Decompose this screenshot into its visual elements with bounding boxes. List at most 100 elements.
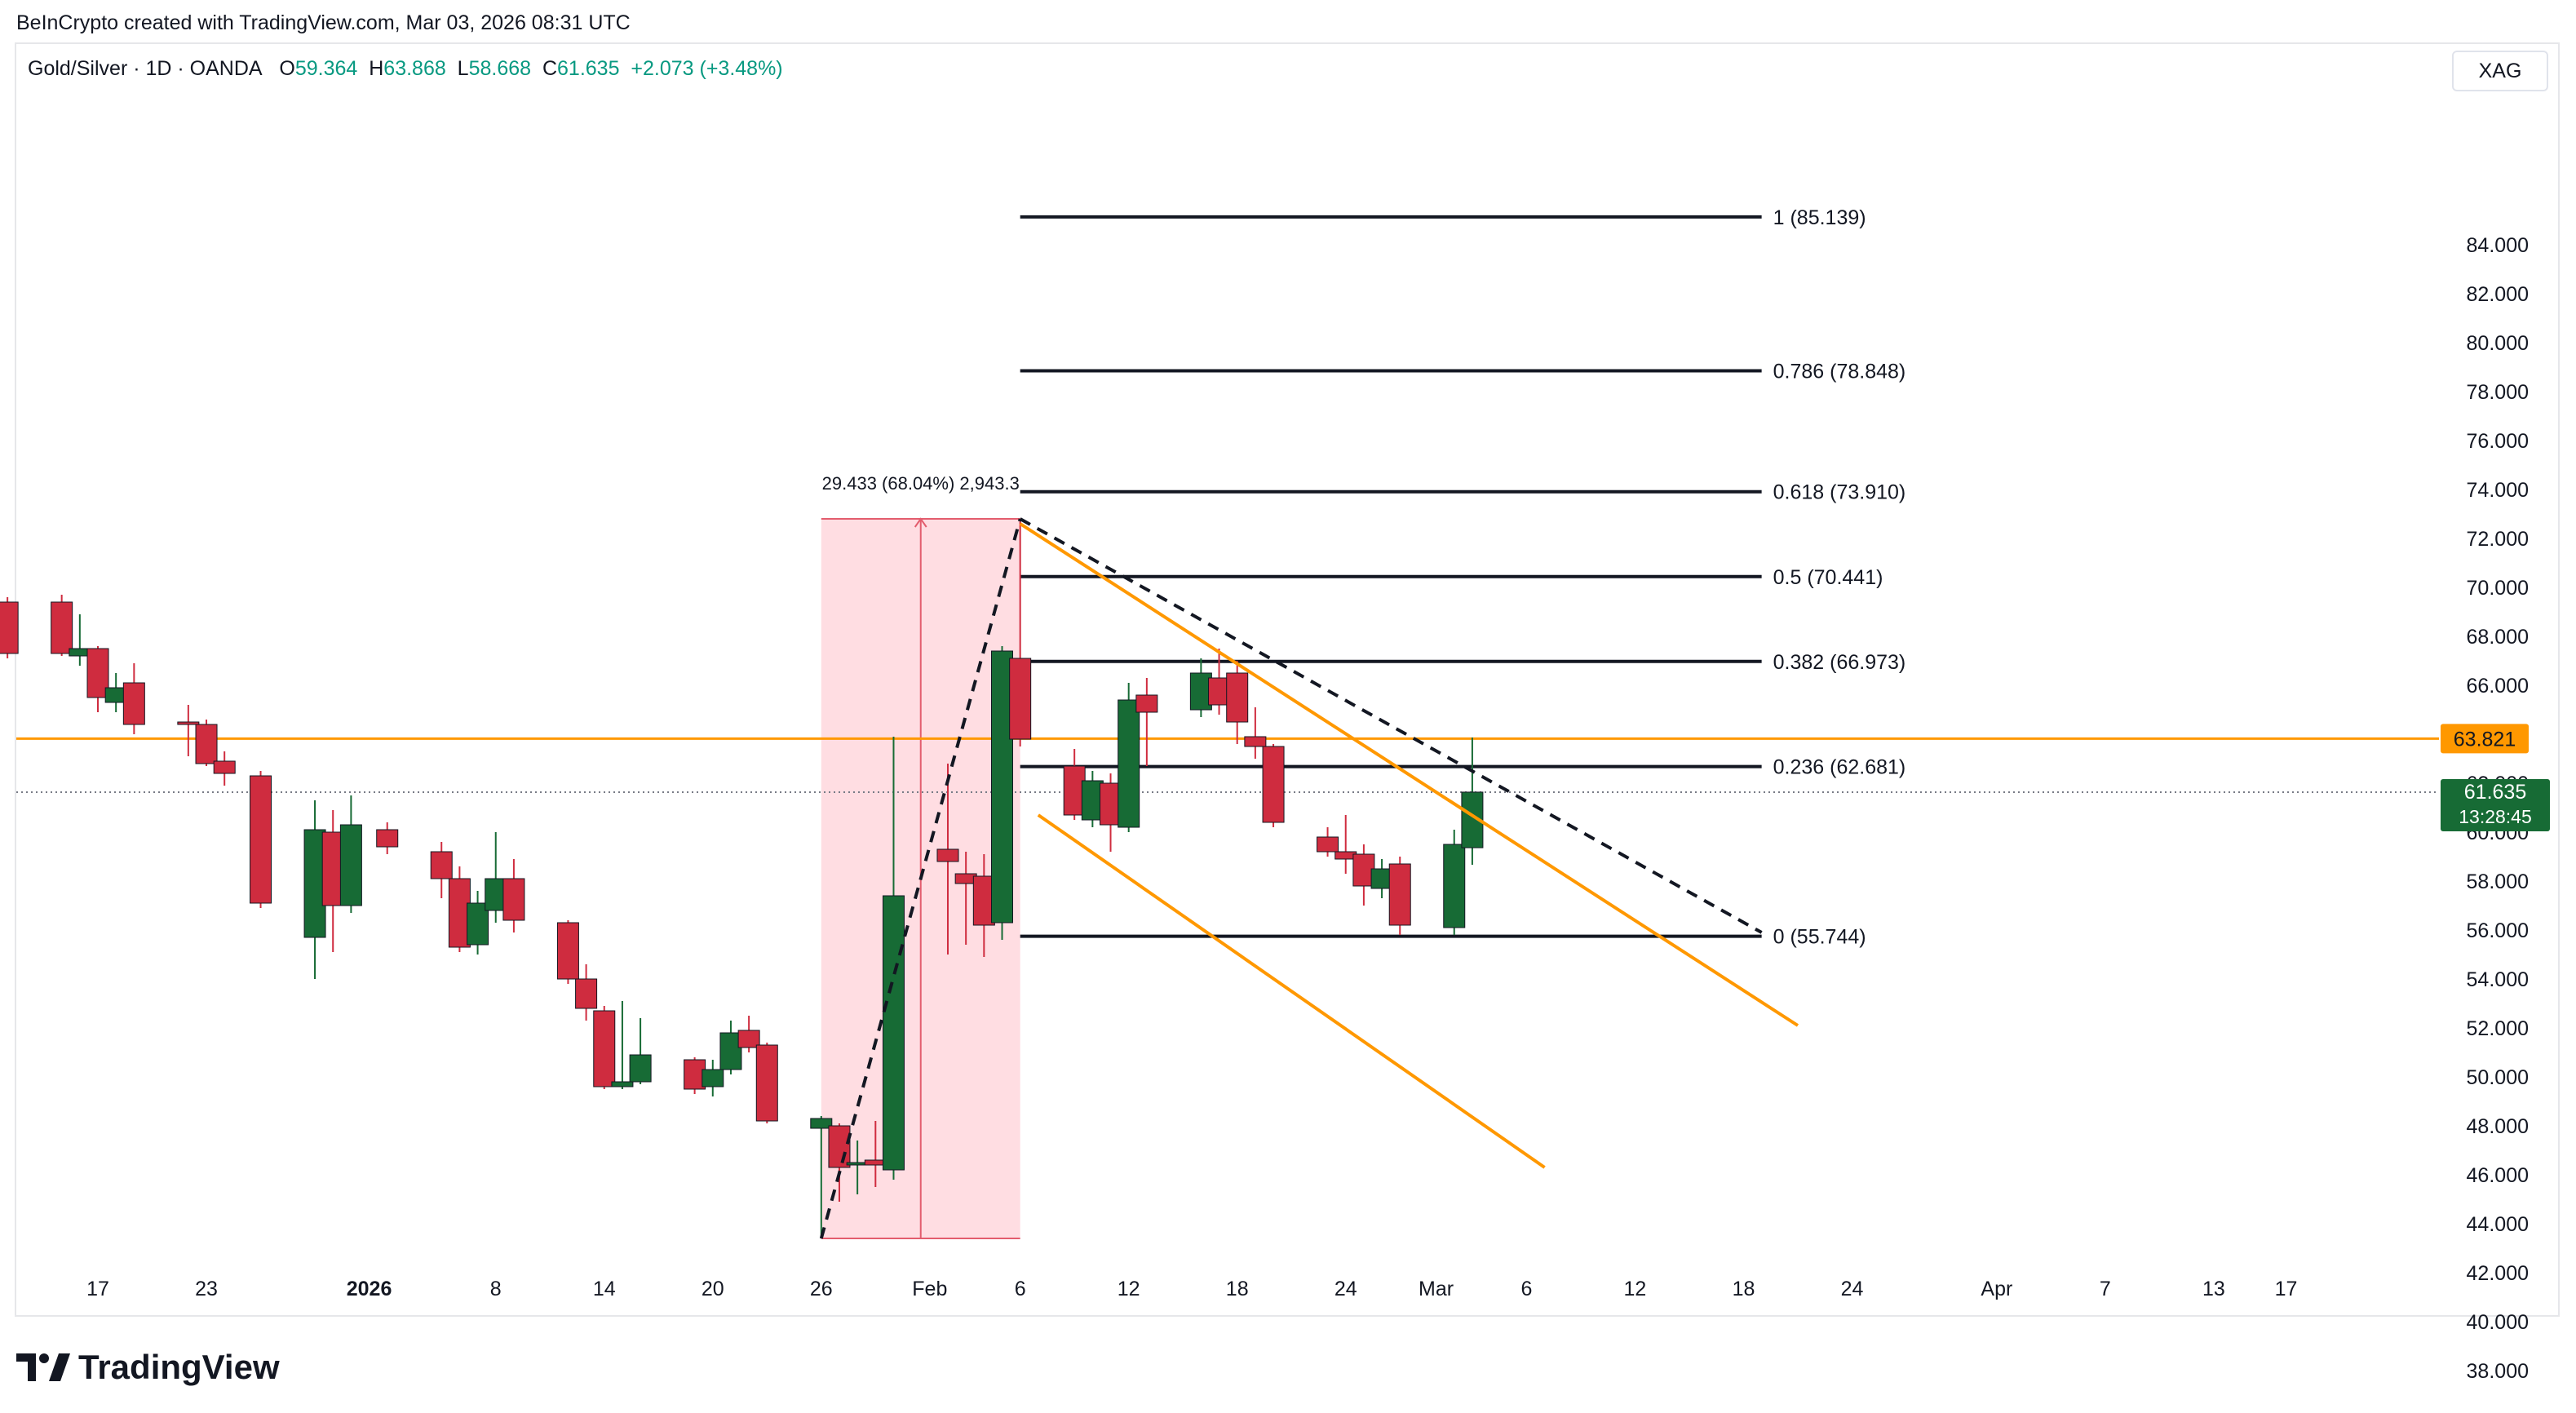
legend-low: 58.668	[468, 57, 532, 80]
candle-body	[991, 650, 1013, 924]
chart-frame	[15, 42, 2560, 1317]
price-axis-label: 44.000	[2467, 1213, 2529, 1236]
time-axis-label: 24	[1841, 1278, 1864, 1300]
candle-body	[575, 978, 598, 1009]
price-axis-label: 38.000	[2467, 1360, 2529, 1383]
candle-body	[629, 1054, 652, 1083]
time-axis-label: 18	[1733, 1278, 1755, 1300]
candle-body	[1244, 736, 1267, 747]
candle-body	[430, 851, 453, 879]
candle	[828, 1123, 851, 1202]
candle	[882, 737, 905, 1180]
horizontal-line-layer	[16, 737, 2439, 793]
price-axis-label: 82.000	[2467, 283, 2529, 306]
candle-body	[502, 878, 525, 921]
legend-low-label: L	[457, 57, 469, 80]
time-axis-label: 23	[195, 1278, 218, 1300]
candle-body	[1081, 780, 1104, 821]
candle	[485, 832, 507, 923]
time-axis-label: Apr	[1981, 1278, 2012, 1300]
fib-level-label: 1 (85.139)	[1773, 206, 1866, 229]
time-axis: 17 23 2026 8 14 20 26 Feb 6 12 18 24 Mar 6 12 18 24 Apr 7 1…	[86, 1278, 2297, 1300]
candle-body	[755, 1044, 778, 1122]
candle-body	[1388, 863, 1411, 926]
price-axis-label: 46.000	[2467, 1164, 2529, 1187]
time-axis-label: 6	[1520, 1278, 1532, 1300]
candle-body	[448, 878, 471, 948]
candle-body	[611, 1081, 634, 1087]
candle	[51, 595, 73, 656]
candle	[502, 859, 525, 932]
candle-body	[684, 1059, 706, 1090]
price-axis-label: 68.000	[2467, 626, 2529, 649]
candle-body	[593, 1010, 616, 1087]
candle	[1226, 661, 1249, 744]
candle	[991, 646, 1013, 940]
time-axis-label: 2026	[347, 1278, 392, 1300]
symbol-selector[interactable]: XAG	[2452, 51, 2548, 91]
price-axis-label: 52.000	[2467, 1017, 2529, 1040]
channel-trendline	[1037, 813, 1546, 1169]
candles	[0, 519, 1484, 1238]
candle-body	[250, 775, 272, 904]
candle	[430, 842, 453, 898]
candle-body	[376, 829, 399, 848]
candle	[1118, 683, 1140, 832]
channel-trendline	[1019, 522, 1799, 1027]
candle-body	[467, 902, 489, 946]
candle-body	[177, 721, 200, 725]
fib-level-label: 0.236 (62.681)	[1773, 756, 1906, 779]
price-axis-label: 84.000	[2467, 234, 2529, 257]
candle	[575, 964, 598, 1021]
price-axis-label: 74.000	[2467, 479, 2529, 502]
price-axis-label: 40.000	[2467, 1311, 2529, 1334]
candle-body	[1370, 868, 1393, 889]
candle	[122, 663, 145, 734]
time-axis-label: 14	[593, 1278, 616, 1300]
candle	[1081, 771, 1104, 827]
time-axis-label: 7	[2100, 1278, 2111, 1300]
time-axis-label: 6	[1015, 1278, 1026, 1300]
chart-credit: BeInCrypto created with TradingView.com,…	[16, 11, 631, 34]
legend-close: 61.635	[557, 57, 620, 80]
candle-body	[1208, 677, 1231, 706]
candle	[719, 1021, 742, 1074]
candle	[86, 646, 109, 712]
candle-body	[737, 1030, 760, 1048]
candle	[629, 1018, 652, 1084]
price-axis: 38.000 40.000 42.000 44.000 46.000 48.000 50.0…	[2467, 234, 2529, 1383]
candle-body	[828, 1125, 851, 1168]
candle	[737, 1016, 760, 1052]
candle-body	[702, 1069, 724, 1087]
candle	[972, 854, 995, 957]
time-axis-label: 12	[1624, 1278, 1647, 1300]
legend-high-label: H	[369, 57, 384, 80]
fib-level-label: 0.5 (70.441)	[1773, 566, 1883, 589]
candle	[810, 1116, 833, 1238]
candle	[376, 822, 399, 854]
horizontal-line-price-label: 63.821	[2454, 728, 2516, 751]
time-axis-label: 24	[1334, 1278, 1357, 1300]
candle	[593, 1006, 616, 1089]
candle	[684, 1057, 706, 1094]
candle-body	[195, 724, 218, 764]
price-axis-label: 78.000	[2467, 381, 2529, 404]
candle-body	[719, 1032, 742, 1070]
last-price-countdown: 13:28:45	[2459, 806, 2532, 827]
time-axis-label: 8	[490, 1278, 502, 1300]
legend-close-label: C	[542, 57, 558, 80]
candle	[1189, 658, 1212, 717]
candle	[702, 1060, 724, 1096]
candle	[1352, 844, 1375, 906]
time-axis-label: 13	[2202, 1278, 2225, 1300]
legend-symbol: Gold/Silver · 1D · OANDA	[28, 57, 263, 80]
candle-body	[1135, 694, 1158, 713]
candle	[1208, 649, 1231, 715]
time-axis-label: Mar	[1419, 1278, 1454, 1300]
candle	[1443, 830, 1466, 935]
time-axis-label: 12	[1118, 1278, 1140, 1300]
time-axis-label: 18	[1226, 1278, 1249, 1300]
candle	[321, 810, 344, 952]
candle-body	[213, 760, 236, 774]
